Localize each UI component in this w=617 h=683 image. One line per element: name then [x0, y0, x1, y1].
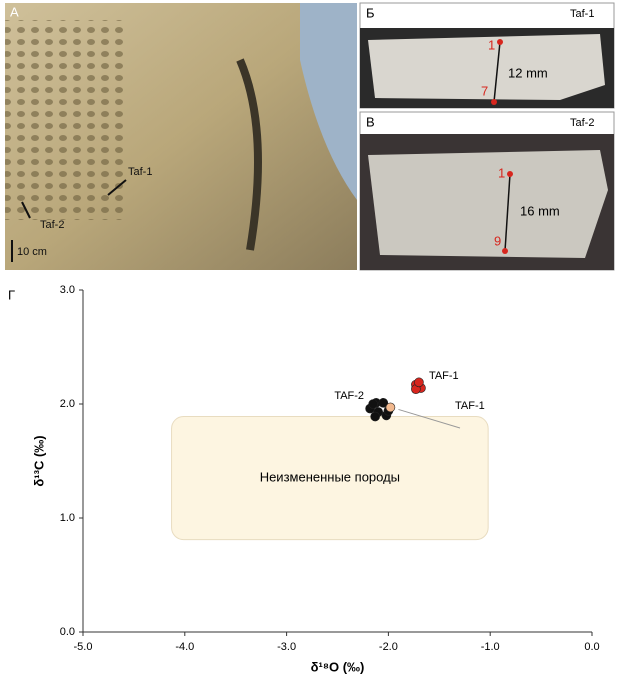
- point: [378, 398, 389, 408]
- point: [491, 99, 497, 105]
- size-label: 16 mm: [520, 203, 560, 218]
- sample: [368, 34, 605, 100]
- y-tick-label: 1.0: [60, 512, 75, 524]
- point: [497, 39, 503, 45]
- rock-band: [236, 58, 262, 251]
- profile: [504, 173, 511, 252]
- sky: [300, 3, 357, 200]
- region: [171, 416, 489, 541]
- panel-letter: В: [366, 114, 375, 129]
- point-label: 7: [481, 83, 488, 98]
- sample-name: Taf-2: [570, 117, 594, 129]
- x-tick-label: 0.0: [584, 641, 599, 653]
- series-label: TAF-1: [455, 400, 485, 412]
- point: [370, 411, 380, 422]
- label: Taf-2: [40, 219, 64, 231]
- x-tick-label: -2.0: [379, 641, 398, 653]
- point-label: 9: [494, 233, 501, 248]
- sample: [368, 150, 608, 258]
- honeycomb: [5, 20, 125, 220]
- label: Taf-1: [128, 166, 152, 178]
- panel-letter: Б: [366, 5, 375, 20]
- point: [502, 248, 508, 254]
- sample-name: Taf-1: [570, 8, 594, 20]
- series-label: TAF-2: [334, 390, 364, 402]
- region-label: Неизмененные породы: [260, 470, 400, 485]
- point-label: 1: [488, 37, 495, 52]
- profile: [493, 41, 501, 103]
- x-tick-label: -1.0: [481, 641, 500, 653]
- point: [414, 377, 424, 388]
- arrow: [107, 179, 127, 196]
- point: [385, 402, 396, 413]
- y-tick-label: 2.0: [60, 398, 75, 410]
- x-tick-label: -3.0: [277, 641, 296, 653]
- x-axis-title: δ¹⁸O (‰): [311, 659, 365, 674]
- y-tick-label: 3.0: [60, 284, 75, 296]
- x-tick-label: -5.0: [74, 641, 93, 653]
- size-label: 12 mm: [508, 65, 548, 80]
- scale-label: 10 cm: [17, 246, 47, 258]
- series-label: TAF-1: [429, 370, 459, 382]
- x-tick-label: -4.0: [175, 641, 194, 653]
- point: [507, 171, 513, 177]
- point: [368, 399, 378, 409]
- point-label: 1: [498, 165, 505, 180]
- arrow: [21, 201, 31, 219]
- y-axis-title: δ¹³C (‰): [31, 435, 46, 486]
- panel-letter: А: [10, 4, 19, 19]
- panel-letter: Г: [8, 287, 15, 302]
- y-tick-label: 0.0: [60, 626, 75, 638]
- annotation-arrow: [398, 408, 461, 429]
